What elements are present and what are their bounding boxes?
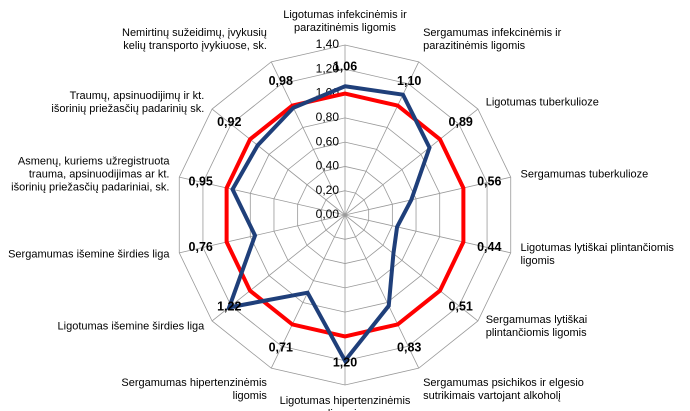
category-label: Sergamumas tuberkulioze	[520, 168, 649, 181]
spoke	[211, 214, 346, 322]
data-label: 0,51	[449, 300, 473, 314]
spoke	[179, 176, 346, 216]
data-label: 0,56	[477, 174, 501, 188]
data-label: 0,92	[217, 115, 241, 129]
data-label: 1,20	[333, 355, 357, 369]
spoke	[344, 214, 479, 322]
y-tick-label: 1,40	[316, 37, 340, 51]
category-label: Ligotumas hipertenzinėmis ligomis	[279, 395, 411, 411]
data-label: 0,83	[397, 341, 421, 355]
data-label: 0,98	[269, 74, 293, 88]
data-label: 0,95	[189, 174, 213, 188]
y-tick-label: 1,20	[316, 61, 340, 75]
series-line	[224, 91, 466, 339]
y-tick-label: 0,80	[316, 110, 340, 124]
data-label: 0,89	[449, 115, 473, 129]
spoke	[344, 61, 420, 216]
category-label: Sergamumas psichikos ir elgesio sutrikim…	[423, 377, 584, 403]
category-label: Asmenų, kuriems užregistruota trauma, ap…	[11, 155, 170, 194]
category-label: Ligotumas tuberkulioze	[485, 96, 599, 109]
data-label: 0,44	[477, 240, 501, 254]
data-label: 0,71	[269, 341, 293, 355]
spoke	[344, 214, 511, 254]
data-label: 1,06	[333, 59, 357, 73]
category-label: Traumų, apsinuodijimų ir kt. išorinių pr…	[51, 89, 205, 115]
category-label: Ligotumas lytiškai plintančiomis ligomis	[520, 242, 674, 268]
y-tick-label: 0,40	[316, 159, 340, 173]
spoke	[344, 214, 420, 369]
spoke	[211, 108, 346, 216]
category-label: Ligotumas išemine širdies liga	[57, 320, 205, 333]
y-tick-label: 0,60	[316, 134, 340, 148]
y-tick-label: 0,00	[316, 207, 340, 221]
category-label: Sergamumas išemine širdies liga	[8, 248, 170, 261]
spoke	[270, 61, 346, 216]
data-label: 1,10	[397, 74, 421, 88]
category-label: Ligotumas infekcinėmis ir parazitinėmis …	[283, 9, 407, 34]
category-label: Sergamumas lytiškai plintančiomis ligomi…	[485, 314, 588, 340]
spoke	[344, 176, 511, 216]
data-label: 0,76	[189, 240, 213, 254]
category-label: Sergamumas hipertenzinėmis ligomis	[121, 377, 267, 403]
spoke	[179, 214, 346, 254]
category-label: Nemirtinų sužeidimų, įvykusių kelių tran…	[122, 26, 267, 52]
y-tick-label: 0,20	[316, 183, 340, 197]
data-label: 1,22	[217, 300, 241, 314]
spoke	[344, 108, 479, 216]
series-line	[226, 84, 432, 365]
category-label: Sergamumas infekcinėmis ir parazitinėmis…	[423, 26, 562, 52]
